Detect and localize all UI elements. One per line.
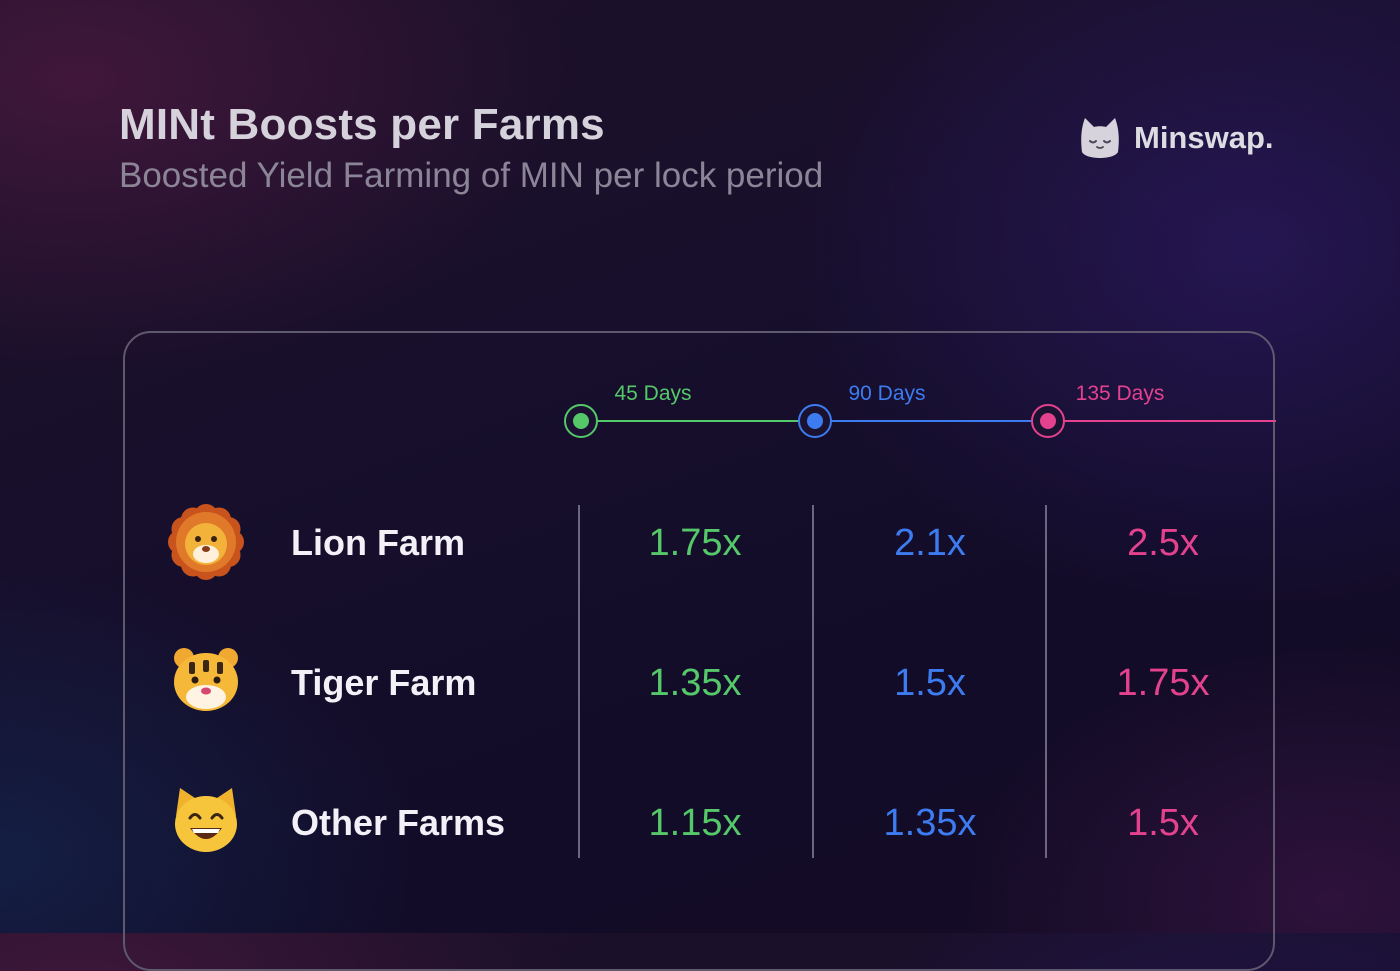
tiger-icon: [174, 648, 238, 711]
row-label-3: Other Farms: [291, 802, 505, 843]
lion-eye-left: [195, 536, 201, 542]
page-title: MINt Boosts per Farms: [119, 100, 605, 149]
lion-icon: [168, 504, 244, 580]
boost-value-r1-c1: 1.75x: [649, 522, 742, 564]
timeline-node-2: [798, 404, 832, 438]
grinning-cat-icon: [175, 788, 237, 852]
boost-value-r2-c2: 1.5x: [894, 662, 966, 704]
header: MINt Boosts per Farms Boosted Yield Farm…: [119, 98, 823, 198]
tiger-nose: [201, 687, 211, 695]
tiger-muzzle: [186, 685, 226, 709]
lion-muzzle: [193, 545, 219, 563]
cat-eye-right: [210, 813, 224, 820]
cat-eye-left: [188, 813, 202, 820]
cat-face: [175, 796, 237, 852]
brand-name: Minswap.: [1134, 120, 1274, 155]
lion-eye-right: [211, 536, 217, 542]
lion-nose: [202, 546, 210, 552]
tiger-stripe: [189, 662, 195, 674]
timeline-node-3: [1031, 404, 1065, 438]
boost-value-r2-c3: 1.75x: [1117, 662, 1210, 704]
boost-value-r1-c3: 2.5x: [1127, 522, 1199, 564]
boost-value-r3-c1: 1.15x: [649, 802, 742, 844]
boost-value-r3-c2: 1.35x: [884, 802, 977, 844]
column-header-1: 45 Days: [614, 382, 691, 405]
cat-logo-icon: [1081, 118, 1119, 158]
node-dot: [807, 413, 823, 429]
timeline-node-1: [564, 404, 598, 438]
boost-value-r2-c1: 1.35x: [649, 662, 742, 704]
column-header-3: 135 Days: [1076, 382, 1165, 405]
node-dot: [1040, 413, 1056, 429]
cat-teeth: [192, 829, 220, 833]
row-label-2: Tiger Farm: [291, 662, 476, 703]
boost-value-r1-c2: 2.1x: [894, 522, 966, 564]
column-header-2: 90 Days: [848, 382, 925, 405]
row-label-1: Lion Farm: [291, 522, 465, 563]
page-subtitle: Boosted Yield Farming of MIN per lock pe…: [119, 156, 824, 195]
tiger-stripe: [217, 662, 223, 674]
node-dot: [573, 413, 589, 429]
tiger-stripe: [203, 660, 209, 672]
brand-logo: Minswap.: [1076, 114, 1274, 162]
tiger-eye-left: [191, 676, 199, 684]
boost-value-r3-c3: 1.5x: [1127, 802, 1199, 844]
tiger-eye-right: [213, 676, 221, 684]
boost-table-chart: 45 Days 90 Days 135 Days Lion Farm 1.75x 2.1x…: [168, 382, 1276, 858]
